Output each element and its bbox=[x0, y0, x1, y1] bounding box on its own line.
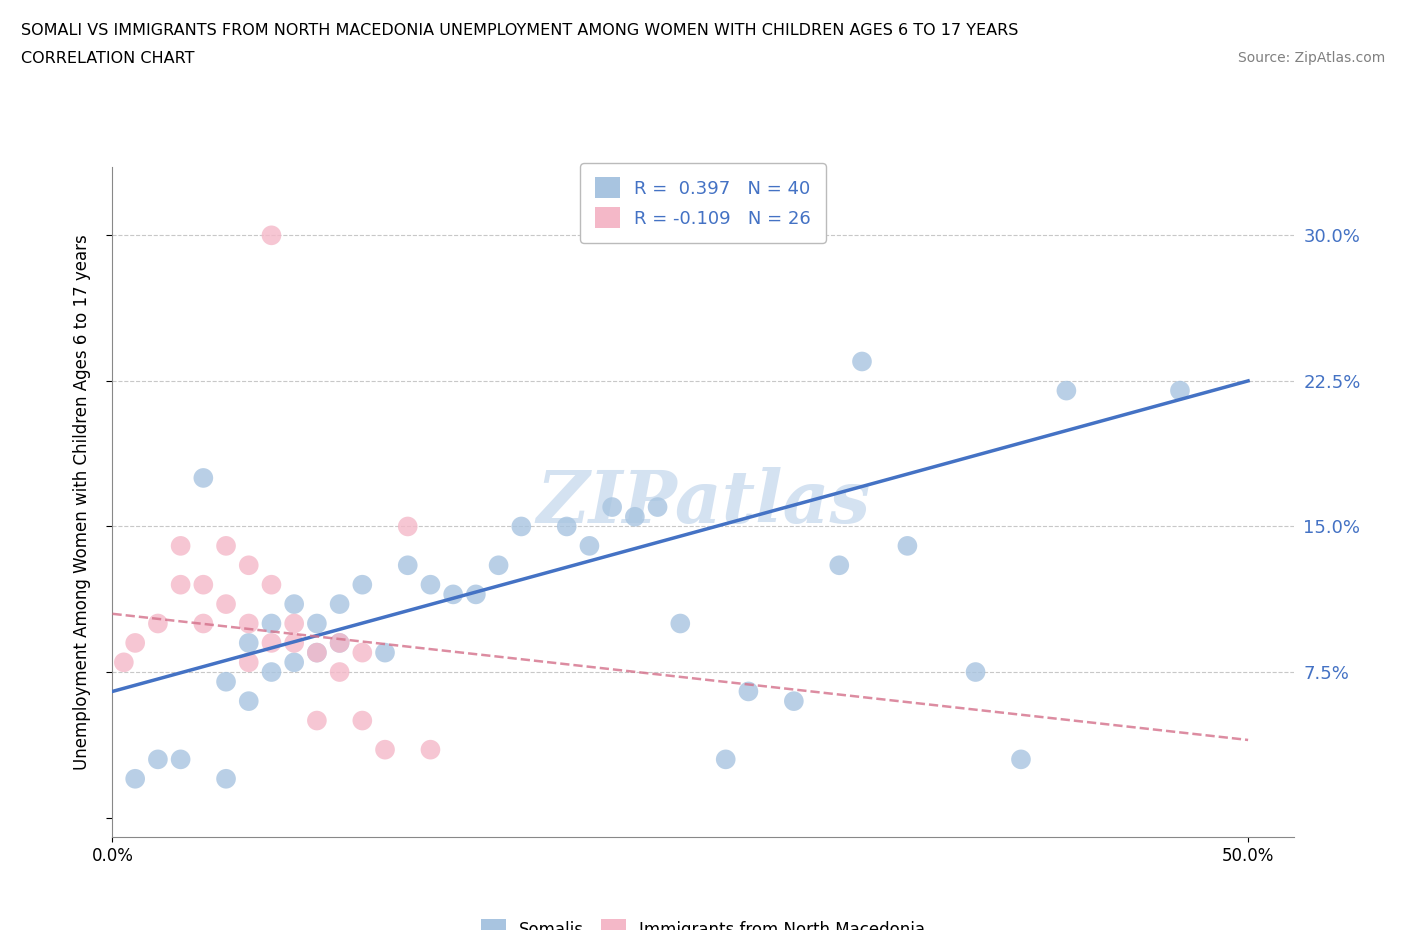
Point bbox=[238, 655, 260, 670]
Point bbox=[260, 665, 283, 680]
Point bbox=[851, 354, 873, 369]
Point bbox=[714, 752, 737, 767]
Text: ZIPatlas: ZIPatlas bbox=[536, 467, 870, 538]
Point bbox=[283, 597, 305, 612]
Point bbox=[215, 771, 238, 786]
Point bbox=[238, 616, 260, 631]
Point bbox=[124, 771, 146, 786]
Point bbox=[260, 228, 283, 243]
Point bbox=[329, 597, 352, 612]
Point bbox=[329, 635, 352, 650]
Point bbox=[305, 645, 328, 660]
Point bbox=[193, 578, 215, 592]
Point bbox=[283, 616, 305, 631]
Point bbox=[578, 538, 600, 553]
Text: SOMALI VS IMMIGRANTS FROM NORTH MACEDONIA UNEMPLOYMENT AMONG WOMEN WITH CHILDREN: SOMALI VS IMMIGRANTS FROM NORTH MACEDONI… bbox=[21, 23, 1018, 38]
Point bbox=[169, 538, 191, 553]
Y-axis label: Unemployment Among Women with Children Ages 6 to 17 years: Unemployment Among Women with Children A… bbox=[73, 234, 91, 770]
Point bbox=[169, 752, 191, 767]
Text: Source: ZipAtlas.com: Source: ZipAtlas.com bbox=[1237, 51, 1385, 65]
Point bbox=[352, 645, 374, 660]
Point bbox=[193, 616, 215, 631]
Point bbox=[441, 587, 464, 602]
Point bbox=[124, 635, 146, 650]
Point bbox=[896, 538, 918, 553]
Point bbox=[215, 674, 238, 689]
Point bbox=[283, 635, 305, 650]
Point bbox=[260, 616, 283, 631]
Point bbox=[238, 558, 260, 573]
Point bbox=[647, 499, 669, 514]
Point bbox=[737, 684, 759, 698]
Point bbox=[169, 578, 191, 592]
Point bbox=[1168, 383, 1191, 398]
Point bbox=[828, 558, 851, 573]
Legend: Somalis, Immigrants from North Macedonia: Somalis, Immigrants from North Macedonia bbox=[474, 912, 932, 930]
Point bbox=[419, 578, 441, 592]
Point bbox=[510, 519, 533, 534]
Point bbox=[283, 655, 305, 670]
Point bbox=[352, 713, 374, 728]
Point bbox=[669, 616, 692, 631]
Point bbox=[374, 742, 396, 757]
Point bbox=[419, 742, 441, 757]
Point bbox=[783, 694, 806, 709]
Point bbox=[464, 587, 486, 602]
Point bbox=[965, 665, 987, 680]
Point bbox=[600, 499, 623, 514]
Point bbox=[374, 645, 396, 660]
Point bbox=[260, 578, 283, 592]
Point bbox=[1010, 752, 1032, 767]
Point bbox=[238, 635, 260, 650]
Point bbox=[1054, 383, 1077, 398]
Point bbox=[146, 752, 169, 767]
Point bbox=[488, 558, 510, 573]
Point bbox=[112, 655, 135, 670]
Point bbox=[396, 519, 419, 534]
Point bbox=[555, 519, 578, 534]
Point bbox=[238, 694, 260, 709]
Point bbox=[260, 635, 283, 650]
Point bbox=[305, 616, 328, 631]
Point bbox=[305, 713, 328, 728]
Point bbox=[193, 471, 215, 485]
Point bbox=[215, 597, 238, 612]
Text: CORRELATION CHART: CORRELATION CHART bbox=[21, 51, 194, 66]
Point bbox=[146, 616, 169, 631]
Point bbox=[215, 538, 238, 553]
Point bbox=[329, 635, 352, 650]
Point bbox=[396, 558, 419, 573]
Point bbox=[305, 645, 328, 660]
Point bbox=[624, 510, 647, 525]
Point bbox=[329, 665, 352, 680]
Point bbox=[352, 578, 374, 592]
